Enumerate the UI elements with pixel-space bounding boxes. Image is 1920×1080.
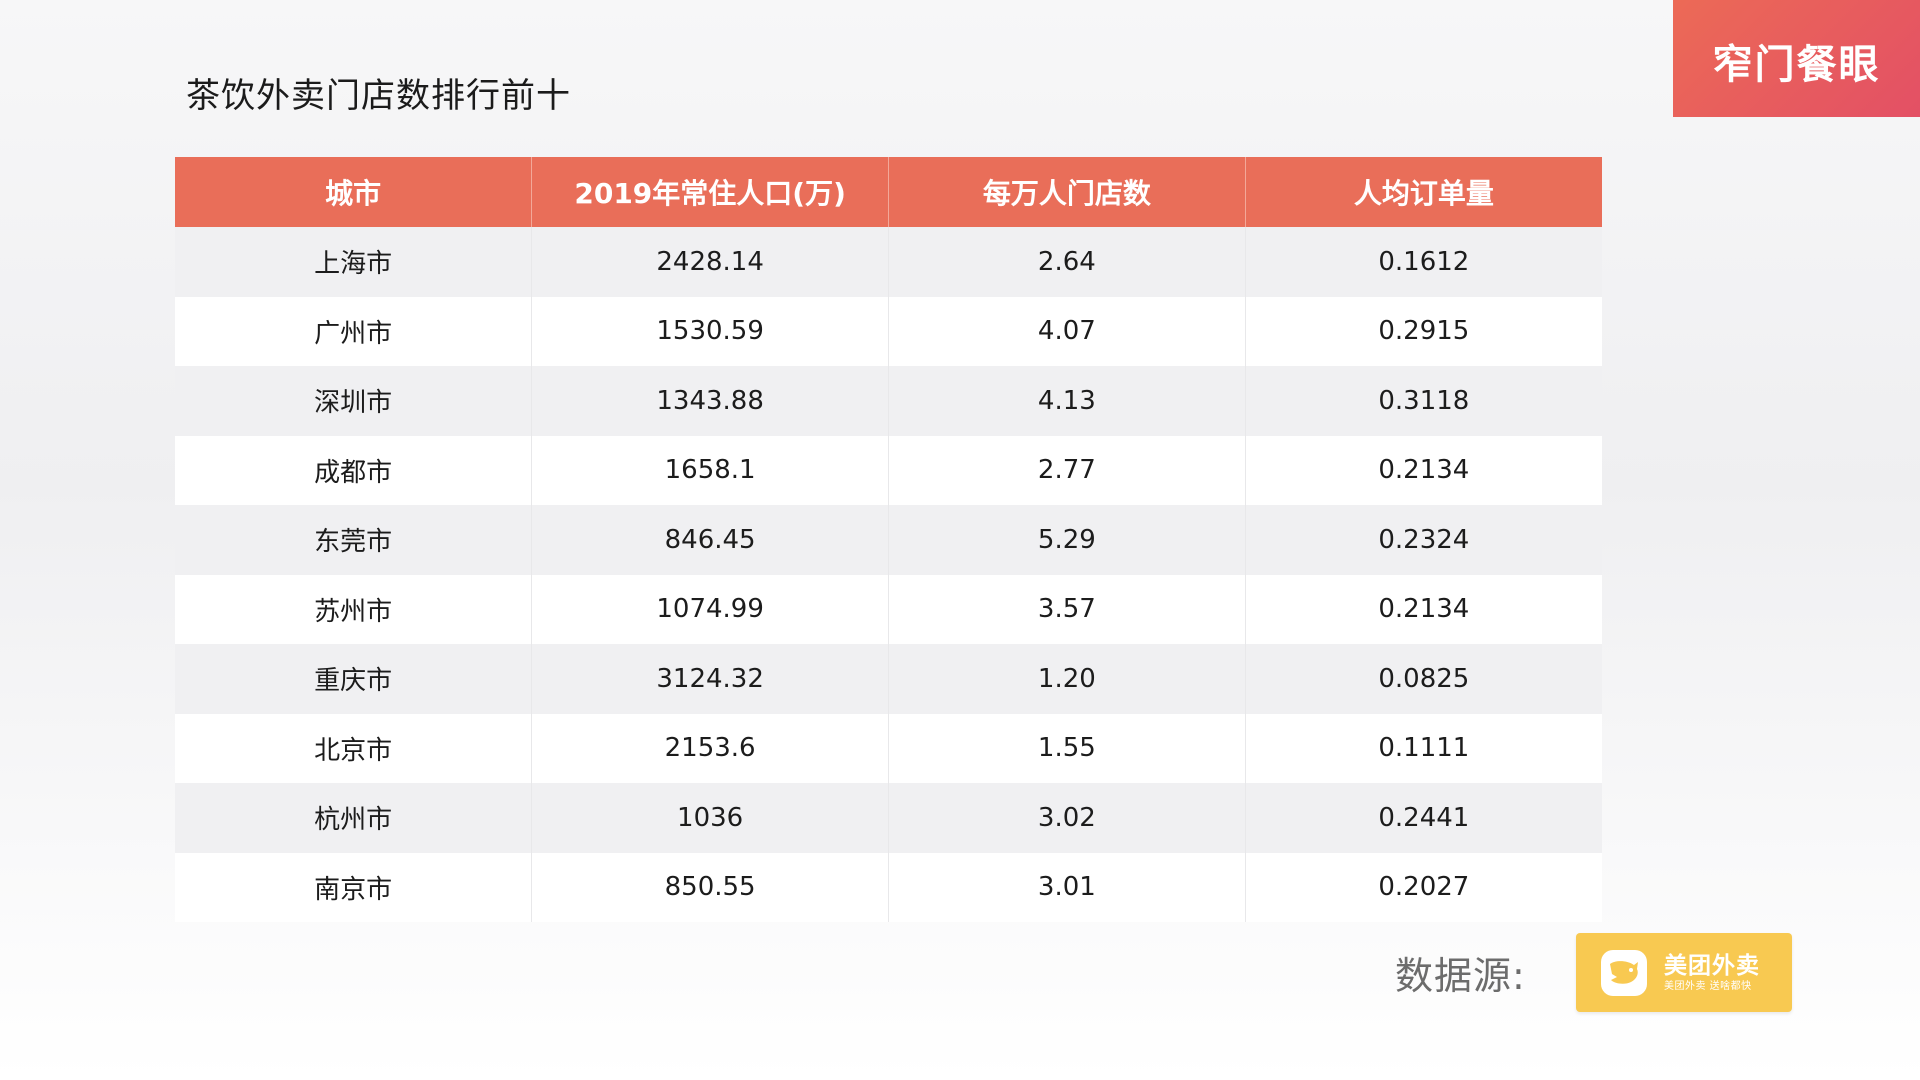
table-row: 南京市 850.55 3.01 0.2027 (175, 852, 1602, 922)
table-row: 成都市 1658.1 2.77 0.2134 (175, 435, 1602, 505)
cell-population: 1343.88 (531, 366, 889, 436)
cell-city: 杭州市 (175, 783, 533, 853)
table-row: 重庆市 3124.32 1.20 0.0825 (175, 644, 1602, 714)
cell-population: 2153.6 (531, 713, 889, 783)
brand-badge: 窄门餐眼 (1673, 0, 1920, 117)
cell-population: 1658.1 (531, 435, 889, 505)
cell-city: 南京市 (175, 852, 533, 922)
cell-orders-per-capita: 0.3118 (1245, 366, 1602, 436)
cell-orders-per-capita: 0.1612 (1245, 227, 1602, 297)
page-title: 茶饮外卖门店数排行前十 (186, 76, 571, 116)
cell-stores-per-10k: 4.13 (888, 366, 1246, 436)
cell-stores-per-10k: 1.55 (888, 713, 1246, 783)
cell-city: 重庆市 (175, 644, 533, 714)
cell-orders-per-capita: 0.2027 (1245, 852, 1602, 922)
cell-population: 2428.14 (531, 227, 889, 297)
kangaroo-icon (1601, 949, 1647, 996)
cell-population: 850.55 (531, 852, 889, 922)
cell-stores-per-10k: 3.57 (888, 574, 1246, 644)
cell-orders-per-capita: 0.0825 (1245, 644, 1602, 714)
cell-city: 苏州市 (175, 574, 533, 644)
cell-population: 1530.59 (531, 296, 889, 366)
cell-orders-per-capita: 0.2915 (1245, 296, 1602, 366)
cell-stores-per-10k: 5.29 (888, 505, 1246, 575)
column-header-stores-per-10k: 每万人门店数 (888, 157, 1246, 227)
cell-city: 深圳市 (175, 366, 533, 436)
table-row: 苏州市 1074.99 3.57 0.2134 (175, 574, 1602, 644)
cell-stores-per-10k: 3.01 (888, 852, 1246, 922)
logo-slogan: 美团外卖 送啥都快 (1664, 980, 1752, 992)
cell-stores-per-10k: 3.02 (888, 783, 1246, 853)
table-row: 杭州市 1036 3.02 0.2441 (175, 783, 1602, 853)
cell-city: 东莞市 (175, 505, 533, 575)
column-header-orders-per-capita: 人均订单量 (1245, 157, 1602, 227)
cell-population: 1074.99 (531, 574, 889, 644)
cell-orders-per-capita: 0.2134 (1245, 574, 1602, 644)
cell-city: 上海市 (175, 227, 533, 297)
table-row: 广州市 1530.59 4.07 0.2915 (175, 296, 1602, 366)
data-source-label: 数据源: (1395, 954, 1526, 998)
cell-city: 成都市 (175, 435, 533, 505)
logo-title: 美团外卖 (1664, 952, 1760, 979)
cell-stores-per-10k: 2.64 (888, 227, 1246, 297)
cell-orders-per-capita: 0.2441 (1245, 783, 1602, 853)
cell-orders-per-capita: 0.2134 (1245, 435, 1602, 505)
cell-stores-per-10k: 4.07 (888, 296, 1246, 366)
table-header-row: 城市 2019年常住人口(万) 每万人门店数 人均订单量 (175, 157, 1602, 227)
cell-orders-per-capita: 0.2324 (1245, 505, 1602, 575)
cell-stores-per-10k: 1.20 (888, 644, 1246, 714)
table-row: 上海市 2428.14 2.64 0.1612 (175, 227, 1602, 297)
table-row: 东莞市 846.45 5.29 0.2324 (175, 505, 1602, 575)
column-header-population: 2019年常住人口(万) (531, 157, 889, 227)
cell-population: 1036 (531, 783, 889, 853)
column-header-city: 城市 (175, 157, 533, 227)
cell-stores-per-10k: 2.77 (888, 435, 1246, 505)
cell-orders-per-capita: 0.1111 (1245, 713, 1602, 783)
cell-city: 广州市 (175, 296, 533, 366)
cell-city: 北京市 (175, 713, 533, 783)
ranking-table: 城市 2019年常住人口(万) 每万人门店数 人均订单量 上海市 2428.14… (175, 157, 1602, 922)
cell-population: 846.45 (531, 505, 889, 575)
meituan-waimai-logo: 美团外卖 美团外卖 送啥都快 (1576, 933, 1792, 1012)
cell-population: 3124.32 (531, 644, 889, 714)
table-row: 北京市 2153.6 1.55 0.1111 (175, 713, 1602, 783)
table-row: 深圳市 1343.88 4.13 0.3118 (175, 366, 1602, 436)
